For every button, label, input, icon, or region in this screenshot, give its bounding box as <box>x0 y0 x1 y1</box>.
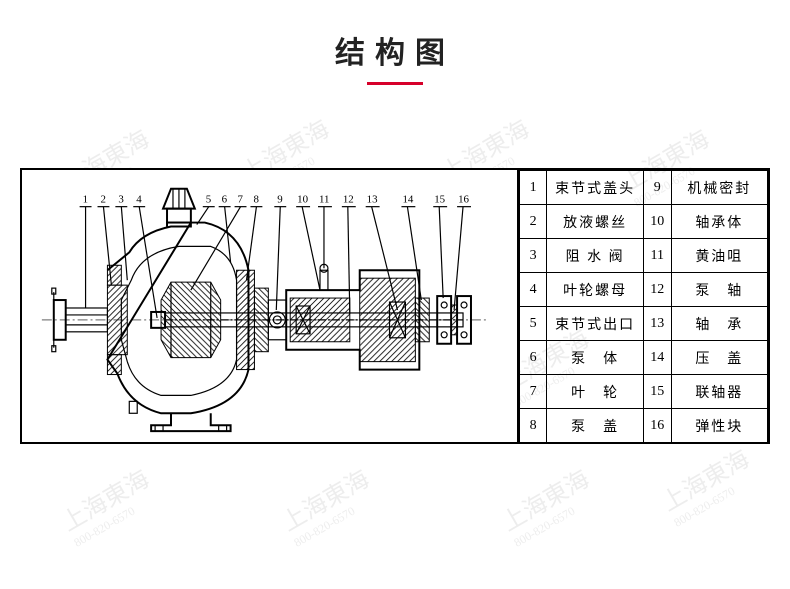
callout-2: 2 <box>100 194 105 206</box>
part-num: 4 <box>519 273 547 307</box>
part-num: 8 <box>519 409 547 443</box>
part-num: 3 <box>519 239 547 273</box>
part-name: 机械密封 <box>671 171 767 205</box>
callout-15: 15 <box>434 194 445 206</box>
part-num: 5 <box>519 307 547 341</box>
part-name: 压 盖 <box>671 341 767 375</box>
watermark: 上海東海800-820-6570 <box>494 459 602 550</box>
table-row: 8 泵 盖 16 弹性块 <box>519 409 767 443</box>
callout-16: 16 <box>458 194 469 206</box>
callout-14: 14 <box>402 194 413 206</box>
callout-13: 13 <box>367 194 378 206</box>
part-name: 轴承体 <box>671 205 767 239</box>
callout-10: 10 <box>297 194 308 206</box>
part-num: 10 <box>643 205 671 239</box>
callout-9: 9 <box>277 194 282 206</box>
part-name: 放液螺丝 <box>547 205 643 239</box>
part-num: 13 <box>643 307 671 341</box>
title-underline <box>367 82 423 85</box>
callout-6: 6 <box>222 194 228 206</box>
parts-table-body: 1 束节式盖头 9 机械密封 2 放液螺丝 10 轴承体 3 阻 水 阀 11 … <box>519 171 767 443</box>
callout-7: 7 <box>238 194 244 206</box>
table-row: 7 叶 轮 15 联轴器 <box>519 375 767 409</box>
table-row: 1 束节式盖头 9 机械密封 <box>519 171 767 205</box>
pump-section-drawing: 1 2 3 4 5 6 7 8 9 10 11 12 13 14 15 16 <box>22 170 517 442</box>
part-name: 黄油咀 <box>671 239 767 273</box>
part-num: 14 <box>643 341 671 375</box>
table-row: 5 束节式出口 13 轴 承 <box>519 307 767 341</box>
part-num: 15 <box>643 375 671 409</box>
watermark: 上海東海800-820-6570 <box>274 459 382 550</box>
part-name: 叶轮螺母 <box>547 273 643 307</box>
callout-12: 12 <box>343 194 354 206</box>
part-name: 阻 水 阀 <box>547 239 643 273</box>
table-row: 2 放液螺丝 10 轴承体 <box>519 205 767 239</box>
callout-8: 8 <box>253 194 259 206</box>
part-name: 泵 轴 <box>671 273 767 307</box>
part-name: 弹性块 <box>671 409 767 443</box>
table-row: 3 阻 水 阀 11 黄油咀 <box>519 239 767 273</box>
part-name: 束节式出口 <box>547 307 643 341</box>
callout-5: 5 <box>206 194 212 206</box>
part-name: 轴 承 <box>671 307 767 341</box>
drawing-area: 1 2 3 4 5 6 7 8 9 10 11 12 13 14 15 16 <box>22 170 519 442</box>
part-name: 泵 体 <box>547 341 643 375</box>
part-name: 泵 盖 <box>547 409 643 443</box>
part-num: 12 <box>643 273 671 307</box>
page-title-wrap: 结构图 <box>0 0 790 85</box>
part-num: 6 <box>519 341 547 375</box>
part-name: 叶 轮 <box>547 375 643 409</box>
page-title: 结构图 <box>0 28 790 72</box>
callout-1: 1 <box>83 194 88 206</box>
callout-4: 4 <box>136 194 142 206</box>
callout-11: 11 <box>319 194 330 206</box>
watermark: 上海東海800-820-6570 <box>654 439 762 530</box>
part-num: 9 <box>643 171 671 205</box>
part-num: 2 <box>519 205 547 239</box>
table-row: 4 叶轮螺母 12 泵 轴 <box>519 273 767 307</box>
part-num: 11 <box>643 239 671 273</box>
parts-table: 1 束节式盖头 9 机械密封 2 放液螺丝 10 轴承体 3 阻 水 阀 11 … <box>519 170 768 443</box>
part-num: 16 <box>643 409 671 443</box>
figure-frame: 1 2 3 4 5 6 7 8 9 10 11 12 13 14 15 16 1… <box>20 168 770 444</box>
part-num: 7 <box>519 375 547 409</box>
part-name: 束节式盖头 <box>547 171 643 205</box>
part-name: 联轴器 <box>671 375 767 409</box>
table-row: 6 泵 体 14 压 盖 <box>519 341 767 375</box>
watermark: 上海東海800-820-6570 <box>54 459 162 550</box>
callout-3: 3 <box>118 194 124 206</box>
part-num: 1 <box>519 171 547 205</box>
